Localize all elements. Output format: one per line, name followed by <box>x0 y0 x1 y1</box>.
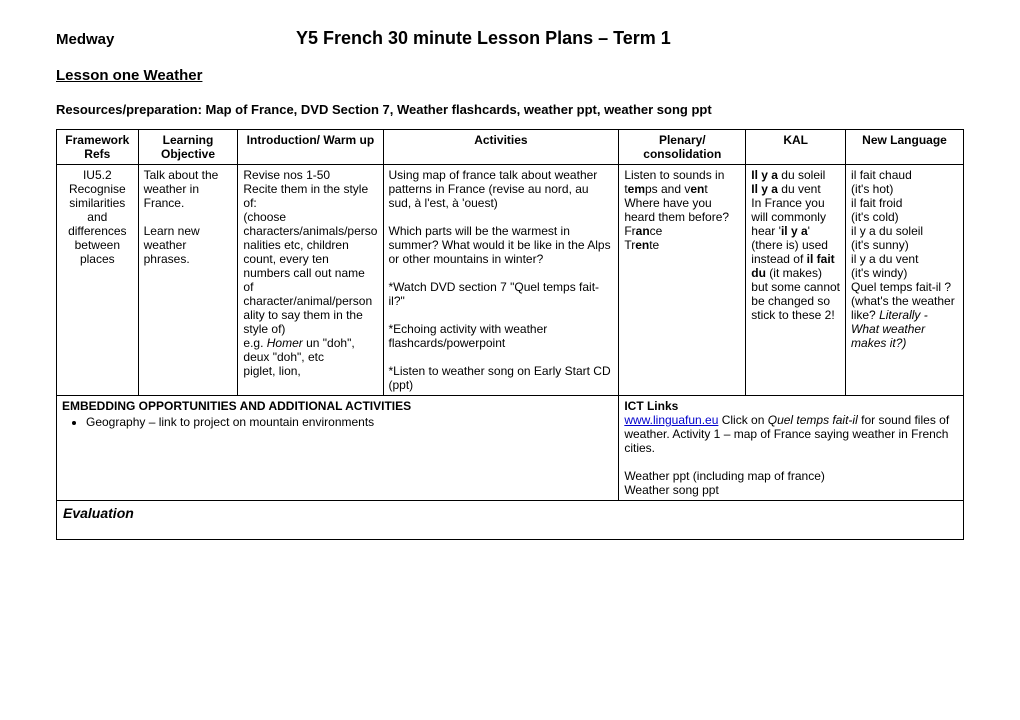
cell-objective: Talk about the weather in France. Learn … <box>138 165 238 396</box>
table-header-row: Framework Refs Learning Objective Introd… <box>57 130 964 165</box>
objective-p1: Talk about the weather in France. <box>144 168 219 210</box>
cell-intro: Revise nos 1-50Recite them in the style … <box>238 165 383 396</box>
cell-activities: Using map of france talk about weather p… <box>383 165 619 396</box>
cell-embedding: EMBEDDING OPPORTUNITIES AND ADDITIONAL A… <box>57 396 619 501</box>
lesson-plan-table: Framework Refs Learning Objective Introd… <box>56 129 964 540</box>
th-language: New Language <box>846 130 964 165</box>
cell-framework: IU5.2 Recognise similarities and differe… <box>57 165 139 396</box>
th-kal: KAL <box>746 130 846 165</box>
cell-evaluation: Evaluation <box>57 501 964 540</box>
ict-p3: Weather song ppt <box>624 483 719 497</box>
th-intro: Introduction/ Warm up <box>238 130 383 165</box>
embedding-title: EMBEDDING OPPORTUNITIES AND ADDITIONAL A… <box>62 399 411 413</box>
table-content-row: IU5.2 Recognise similarities and differe… <box>57 165 964 396</box>
th-activities: Activities <box>383 130 619 165</box>
cell-kal: Il y a du soleilIl y a du ventIn France … <box>746 165 846 396</box>
ict-p2: Weather ppt (including map of france) <box>624 469 825 483</box>
ict-link[interactable]: www.linguafun.eu <box>624 413 718 427</box>
header-row: Medway Y5 French 30 minute Lesson Plans … <box>56 28 964 49</box>
ict-title: ICT Links <box>624 399 678 413</box>
embedding-list: Geography – link to project on mountain … <box>62 415 613 429</box>
lesson-heading: Lesson one Weather <box>56 67 964 84</box>
org-name: Medway <box>56 31 296 48</box>
ict-italic: Quel temps fait-il <box>768 413 861 427</box>
cell-plenary: Listen to sounds in temps and ventWhere … <box>619 165 746 396</box>
objective-p2: Learn new weather phrases. <box>144 224 200 266</box>
ict-after-link: Click on <box>718 413 767 427</box>
table-embedding-row: EMBEDDING OPPORTUNITIES AND ADDITIONAL A… <box>57 396 964 501</box>
embedding-bullet: Geography – link to project on mountain … <box>86 415 613 429</box>
page-title: Y5 French 30 minute Lesson Plans – Term … <box>296 28 671 49</box>
cell-language: il fait chaud(it's hot)il fait froid(it'… <box>846 165 964 396</box>
table-evaluation-row: Evaluation <box>57 501 964 540</box>
resources-line: Resources/preparation: Map of France, DV… <box>56 102 964 117</box>
th-objective: Learning Objective <box>138 130 238 165</box>
th-framework: Framework Refs <box>57 130 139 165</box>
th-plenary: Plenary/ consolidation <box>619 130 746 165</box>
cell-ict: ICT Links www.linguafun.eu Click on Quel… <box>619 396 964 501</box>
